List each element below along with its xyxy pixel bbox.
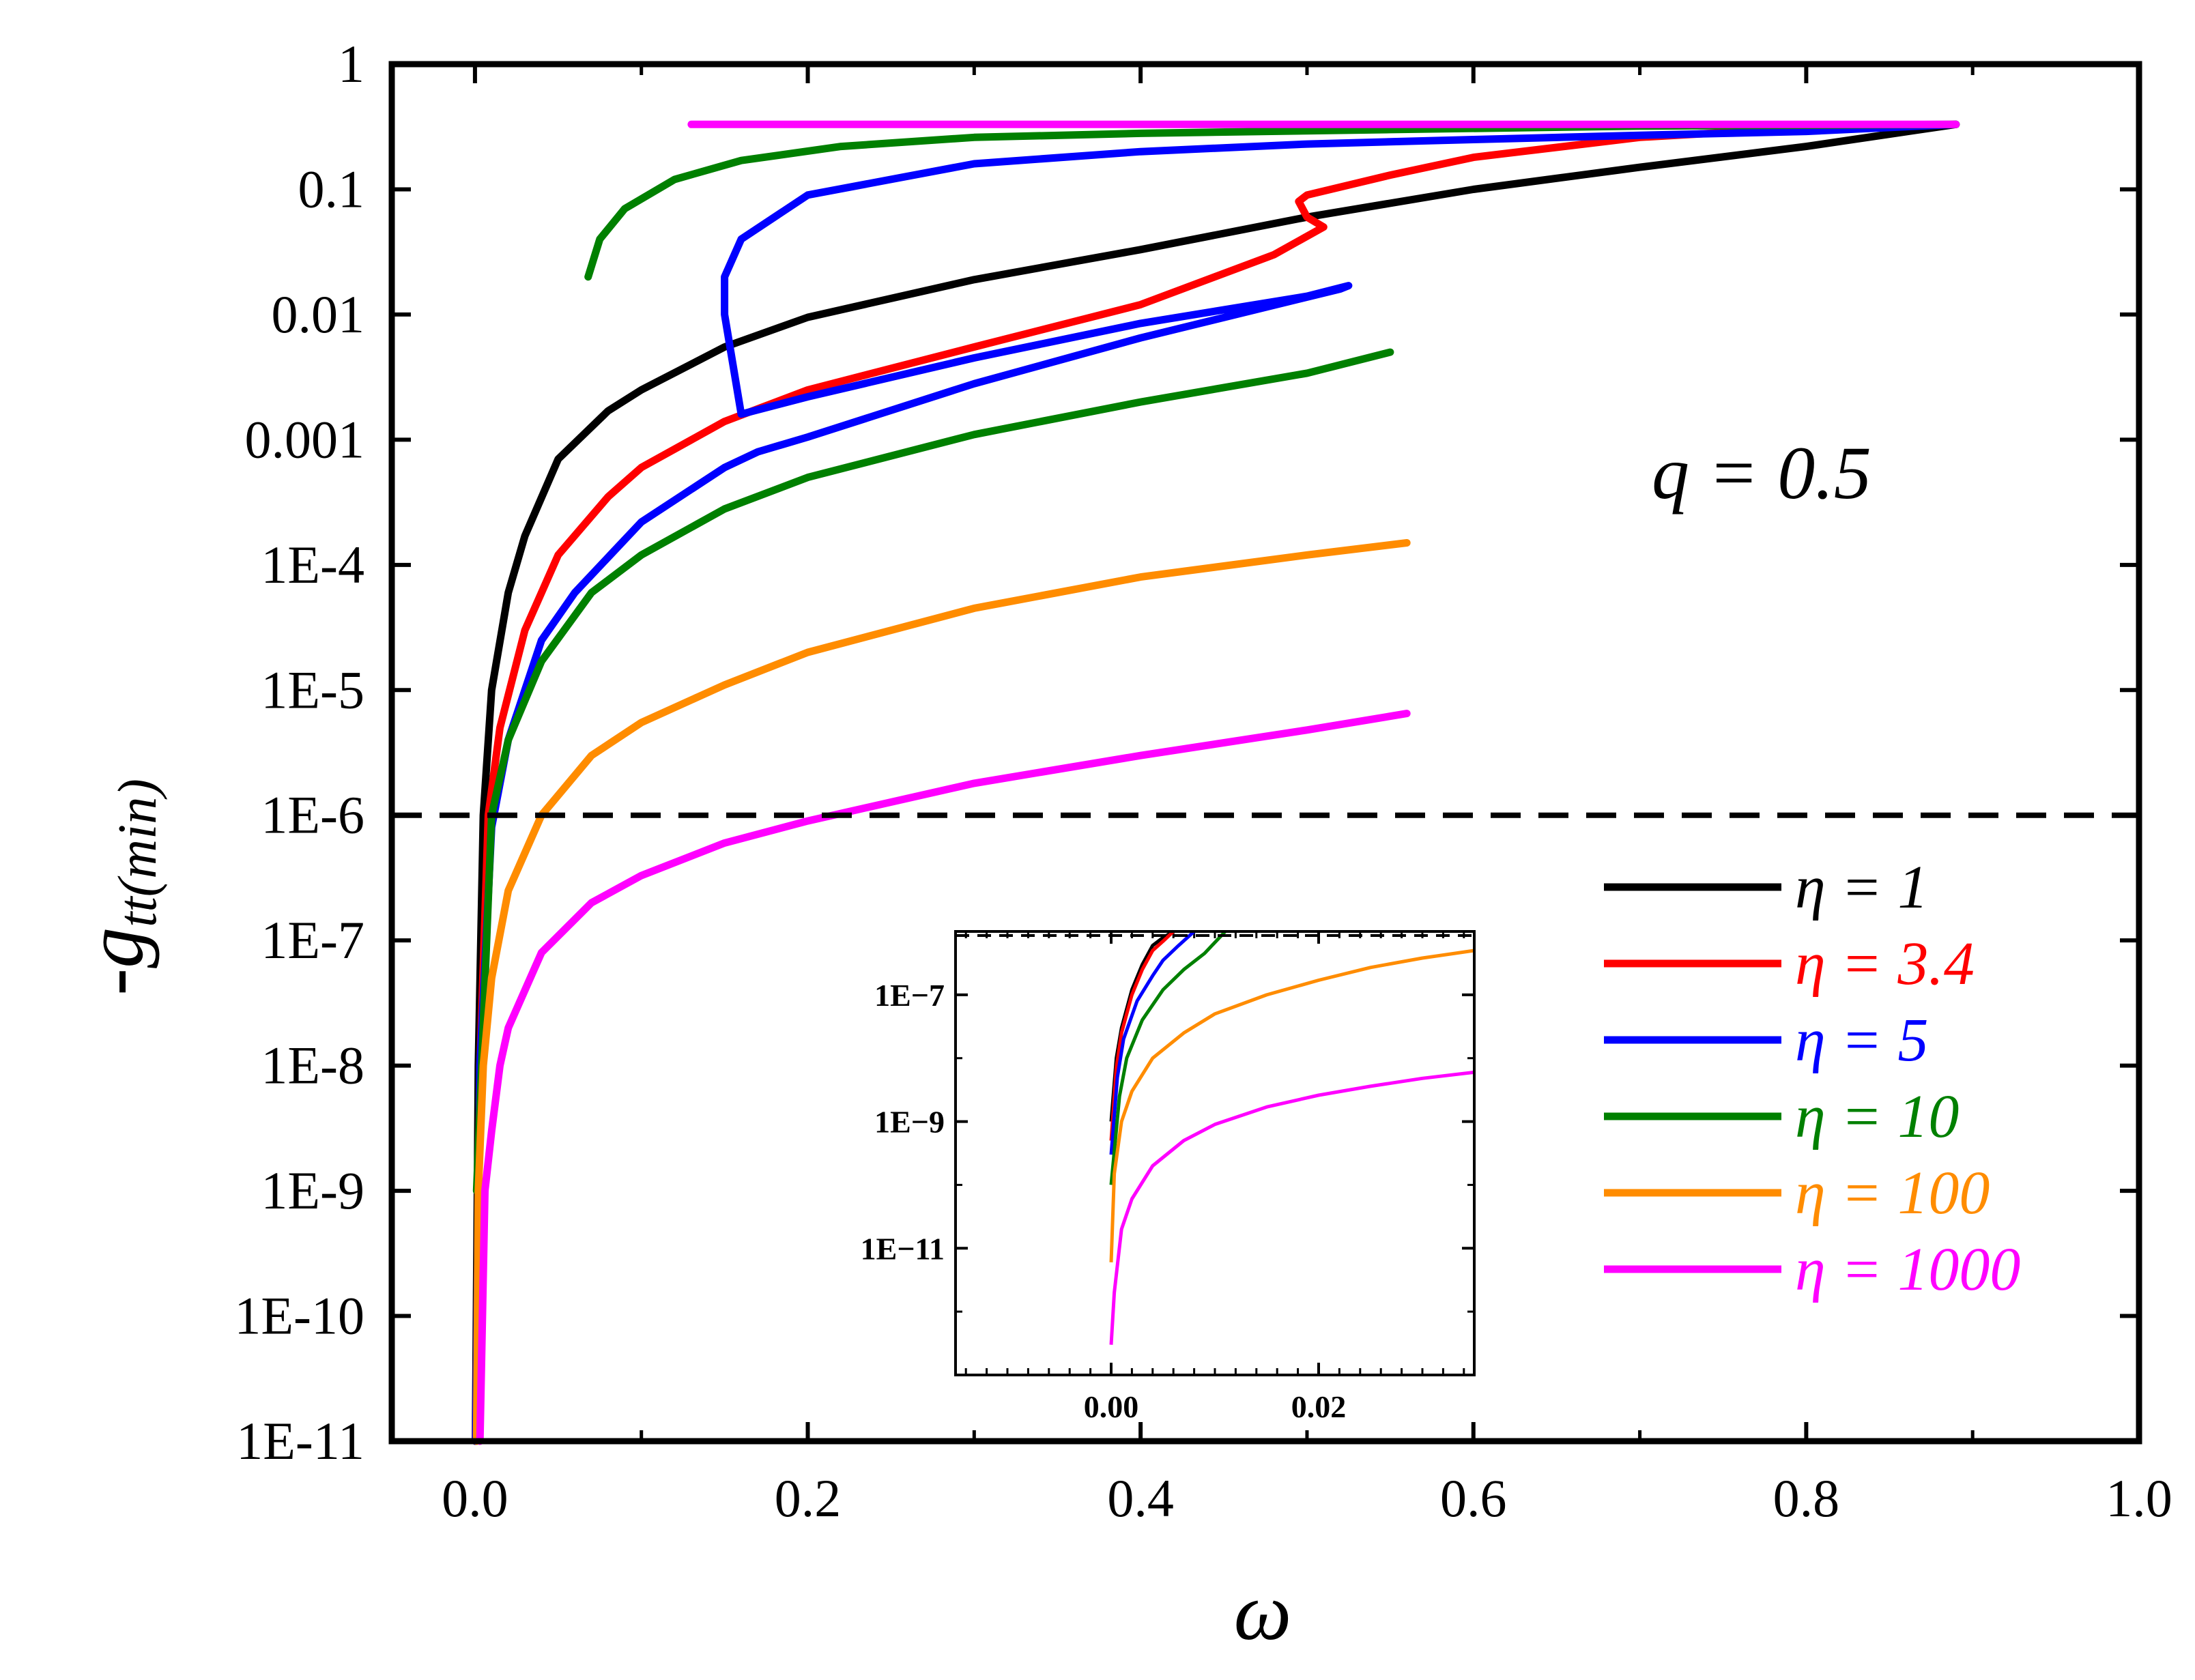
x-axis-title: ω (1234, 1566, 1292, 1657)
inset-x-tick-label: 0.00 (1084, 1389, 1139, 1424)
y-tick-label: 1E-4 (261, 535, 364, 594)
inset-y-tick-label: 1E−9 (874, 1105, 945, 1140)
x-tick-label: 0.2 (775, 1468, 842, 1528)
y-tick-label: 0.01 (272, 285, 365, 344)
y-tick-label: 1 (338, 34, 364, 93)
legend-label: η = 10 (1795, 1083, 1959, 1150)
y-tick-label: 0.001 (245, 409, 365, 469)
y-tick-label: 1E-8 (261, 1036, 364, 1095)
inset-series-line (1109, 930, 1175, 1141)
legend-label: η = 3.4 (1795, 930, 1975, 998)
x-tick-label: 0.6 (1440, 1468, 1507, 1528)
series-line (476, 710, 1411, 1445)
inset-series-line (1109, 930, 1227, 1185)
inset-y-tick-label: 1E−7 (874, 978, 945, 1013)
y-axis-title: -gtt(min) (69, 779, 168, 996)
x-tick-label: 1.0 (2106, 1468, 2172, 1528)
y-tick-label: 1E-6 (261, 785, 364, 845)
y-tick-label: 1E-11 (236, 1411, 364, 1471)
inset-frame (954, 930, 1476, 1376)
legend-label: η = 1 (1795, 854, 1928, 921)
series-line (472, 120, 1960, 1445)
legend-label: η = 100 (1795, 1159, 1990, 1227)
plot-frame (388, 61, 2142, 1445)
legend: η = 1 η = 3.4 η = 5 η = 10 η = 100 η = 1000 (1604, 854, 2020, 1303)
y-tick-label: 1E-7 (261, 910, 364, 970)
series-line (472, 539, 1411, 1445)
y-tick-label: 1E-10 (234, 1286, 364, 1346)
y-axis-title-sub: tt(min) (108, 779, 168, 927)
x-tick-label: 0.4 (1107, 1468, 1174, 1528)
x-tick-label: 0.8 (1773, 1468, 1840, 1528)
y-tick-label: 0.1 (298, 159, 365, 218)
legend-label: η = 1000 (1795, 1236, 2020, 1303)
inset-series-line (1109, 930, 1196, 1155)
legend-label: η = 5 (1795, 1006, 1928, 1074)
svg-text:-gtt(min): -gtt(min) (69, 779, 168, 996)
q-annotation: q = 0.5 (1652, 431, 1871, 515)
inset-background (956, 931, 1474, 1375)
y-axis-title-main: -g (69, 927, 160, 996)
inset-y-tick-label: 1E−11 (861, 1231, 945, 1266)
tick-labels: 0.0 0.2 0.4 0.6 0.8 1.0 1 0.1 0.01 0.001 1E-4 1E-5 1… (234, 34, 2172, 1528)
x-tick-label: 0.0 (442, 1468, 508, 1528)
series-line (472, 120, 1960, 1445)
inset-series-line (1109, 1070, 1475, 1345)
y-tick-label: 1E-9 (261, 1161, 364, 1220)
y-tick-label: 1E-5 (261, 660, 364, 719)
inset-x-tick-label: 0.02 (1291, 1389, 1347, 1424)
series-line (472, 120, 1960, 1445)
inset-chart: 1E−7 1E−9 1E−11 0.00 0.02 (861, 929, 1475, 1424)
series-line (584, 120, 1960, 281)
inset-series-line (1109, 948, 1475, 1262)
